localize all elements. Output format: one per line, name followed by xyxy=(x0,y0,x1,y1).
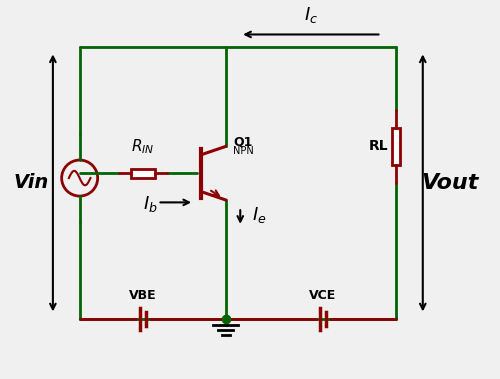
Text: NPN: NPN xyxy=(233,146,254,156)
FancyBboxPatch shape xyxy=(392,128,400,164)
Text: $I_b$: $I_b$ xyxy=(143,194,158,214)
Text: $R_{IN}$: $R_{IN}$ xyxy=(131,138,154,156)
Text: RL: RL xyxy=(369,139,389,153)
Text: Vout: Vout xyxy=(421,173,478,193)
Text: $I_e$: $I_e$ xyxy=(252,205,267,225)
Text: $I_c$: $I_c$ xyxy=(304,5,318,25)
Text: VBE: VBE xyxy=(129,289,156,302)
Text: VCE: VCE xyxy=(310,289,336,302)
Text: Q1: Q1 xyxy=(233,135,252,148)
FancyBboxPatch shape xyxy=(131,169,155,178)
Text: Vin: Vin xyxy=(14,174,48,193)
